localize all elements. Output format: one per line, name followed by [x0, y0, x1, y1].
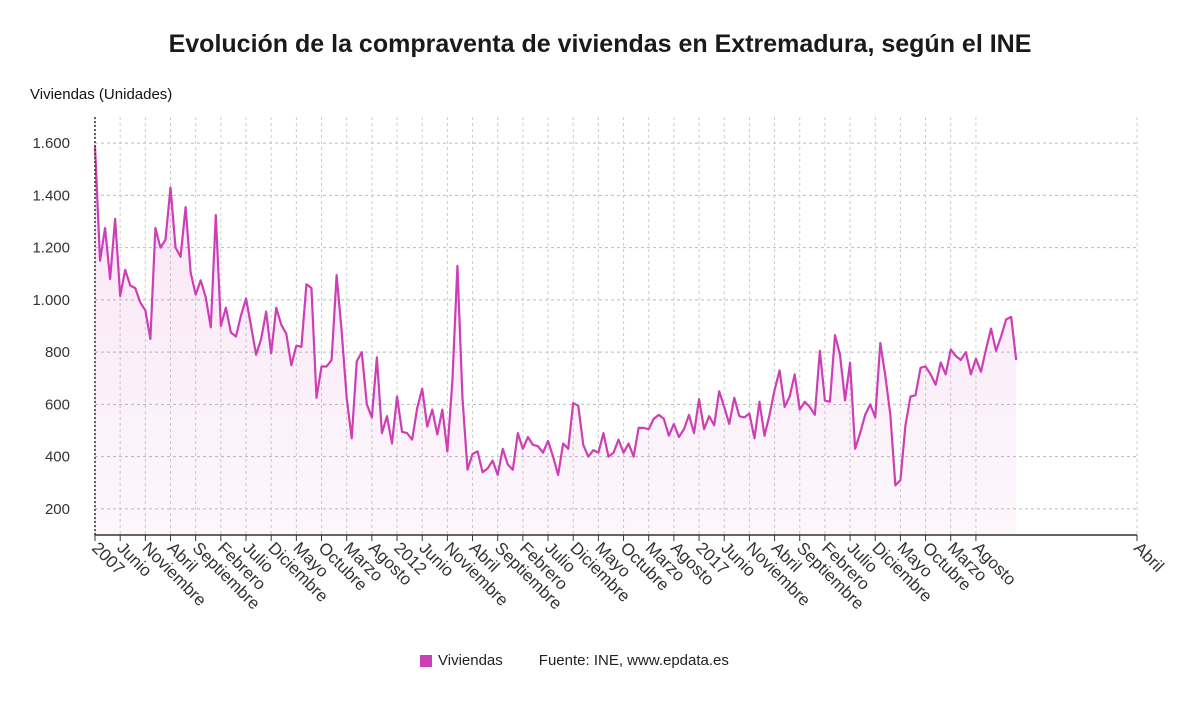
- legend: Viviendas Fuente: INE, www.epdata.es: [420, 652, 729, 669]
- line-chart: 2004006008001.0001.2001.4001.6002007Juni…: [32, 117, 1168, 613]
- y-tick-label: 1.000: [32, 292, 70, 309]
- source-note: Fuente: INE, www.epdata.es: [538, 652, 729, 669]
- y-axis-label: Viviendas (Unidades): [30, 86, 173, 103]
- y-tick-label: 1.200: [32, 240, 70, 257]
- x-tick-label: Abril: [1130, 538, 1167, 575]
- y-tick-label: 400: [45, 449, 70, 466]
- y-tick-label: 1.400: [32, 187, 70, 204]
- legend-series-label: Viviendas: [438, 652, 503, 669]
- series-line-viviendas: [93, 145, 1018, 487]
- legend-swatch: [420, 654, 432, 667]
- y-tick-label: 600: [45, 396, 70, 413]
- chart-title: Evolución de la compraventa de viviendas…: [168, 30, 1032, 58]
- y-tick-label: 800: [45, 344, 70, 361]
- series-area-viviendas: [95, 145, 1017, 536]
- y-tick-label: 1.600: [32, 135, 70, 152]
- y-tick-label: 200: [45, 501, 70, 518]
